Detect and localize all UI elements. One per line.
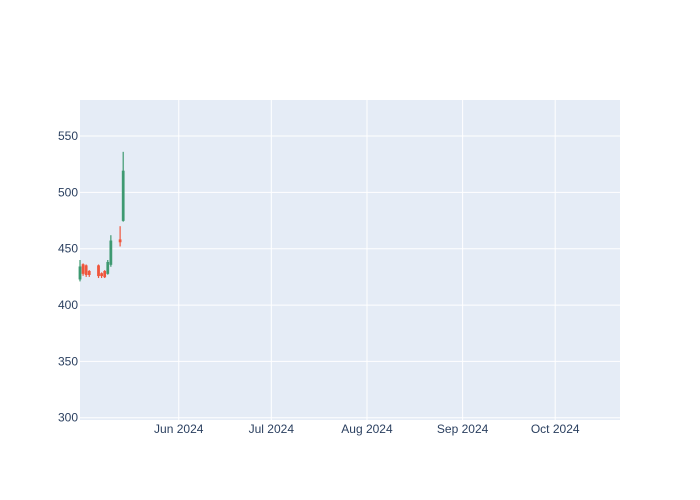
candle-body: [97, 265, 100, 277]
y-tick-label: 300: [58, 411, 78, 425]
candle-body: [81, 264, 85, 274]
y-tick-label: 400: [58, 298, 78, 312]
x-tick-label: Sep 2024: [437, 422, 489, 436]
y-tick-label: 500: [58, 185, 78, 199]
candle-body: [84, 265, 88, 275]
x-tick-label: Aug 2024: [341, 422, 393, 436]
x-tick-label: Oct 2024: [531, 422, 580, 436]
y-tick-label: 350: [58, 354, 78, 368]
candle-decreasing: [103, 270, 107, 279]
candle-decreasing: [97, 264, 100, 279]
x-tick-label: Jul 2024: [249, 422, 295, 436]
candle-decreasing: [118, 226, 122, 247]
y-axis-ticks: 300 350 400 450 500 550: [58, 129, 78, 425]
candle-decreasing: [81, 263, 85, 276]
candles: [78, 151, 125, 282]
candle-decreasing: [100, 272, 103, 279]
plot-background: [80, 100, 620, 420]
candle-body: [106, 261, 110, 274]
y-tick-label: 450: [58, 242, 78, 256]
candle-increasing: [109, 235, 113, 267]
candle-body: [121, 170, 125, 221]
candle-body: [109, 240, 113, 265]
y-tick-label: 550: [58, 129, 78, 143]
candle-increasing: [121, 151, 125, 222]
candle-increasing: [106, 260, 110, 275]
candle-body: [78, 266, 82, 280]
candle-body: [103, 270, 107, 278]
candle-body: [118, 239, 122, 243]
candle-decreasing: [87, 270, 91, 277]
x-tick-label: Jun 2024: [154, 422, 204, 436]
candle-body: [87, 270, 91, 275]
gridlines: [80, 100, 620, 420]
candle-decreasing: [84, 264, 88, 277]
x-axis-ticks: Jun 2024 Jul 2024 Aug 2024 Sep 2024 Oct 2024: [154, 422, 580, 436]
candle-increasing: [78, 260, 82, 282]
candle-body: [100, 273, 103, 277]
